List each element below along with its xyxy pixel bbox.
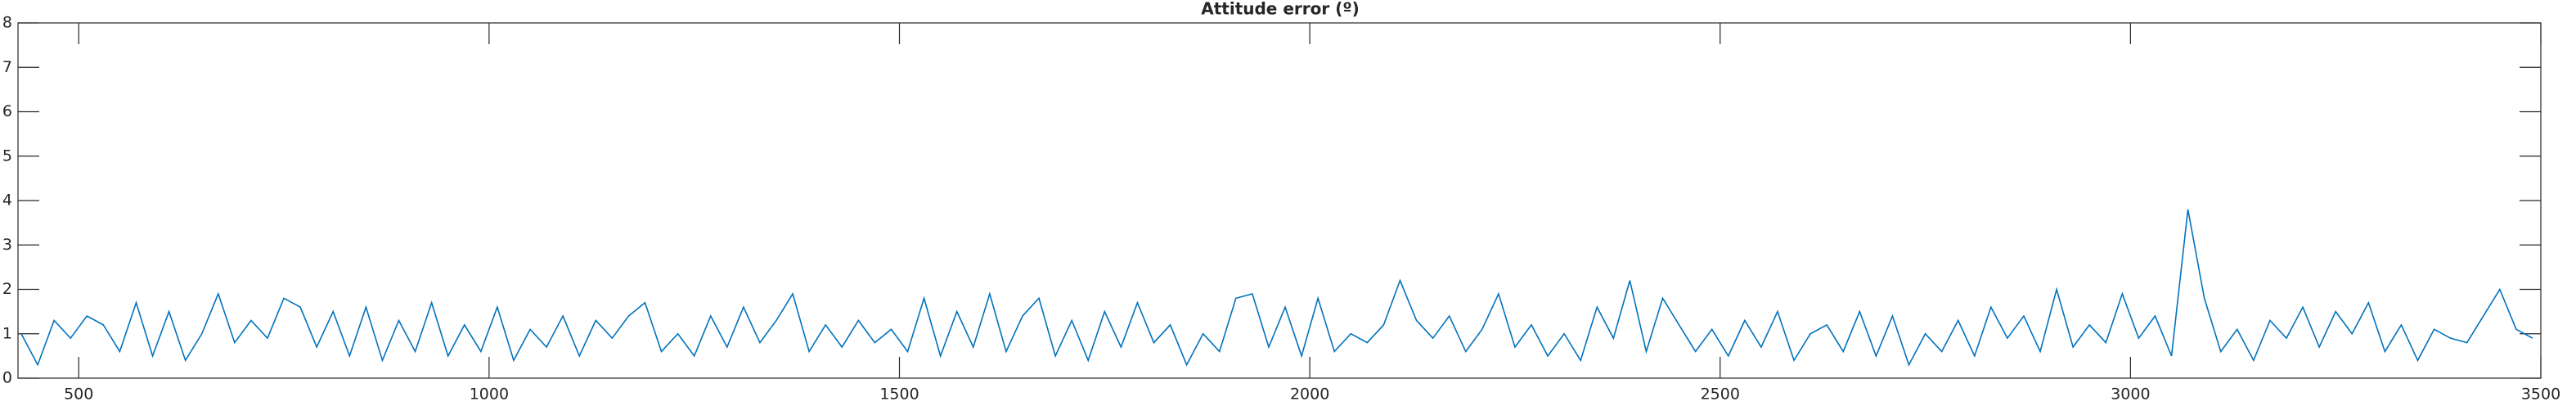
chart-title: Attitude error (º) [1201, 0, 1360, 19]
x-tick-label: 2000 [1290, 386, 1329, 404]
y-tick-label: 6 [2, 102, 12, 120]
x-tick-label: 2500 [1701, 386, 1740, 404]
data-line [20, 209, 2533, 367]
y-tick-label: 5 [2, 147, 12, 165]
x-tick-label: 500 [64, 386, 93, 404]
y-tick-label: 8 [2, 14, 12, 32]
x-tick-label: 3000 [2111, 386, 2150, 404]
y-tick-label: 1 [2, 324, 12, 342]
y-tick-label: 0 [2, 369, 12, 387]
x-tick-label: 1000 [470, 386, 509, 404]
y-tick-label: 4 [2, 192, 12, 210]
y-tick-label: 2 [2, 280, 12, 298]
x-tick-label: 3500 [2521, 386, 2560, 404]
y-tick-label: 7 [2, 58, 12, 76]
y-tick-label: 3 [2, 236, 12, 254]
x-tick-label: 1500 [879, 386, 919, 404]
